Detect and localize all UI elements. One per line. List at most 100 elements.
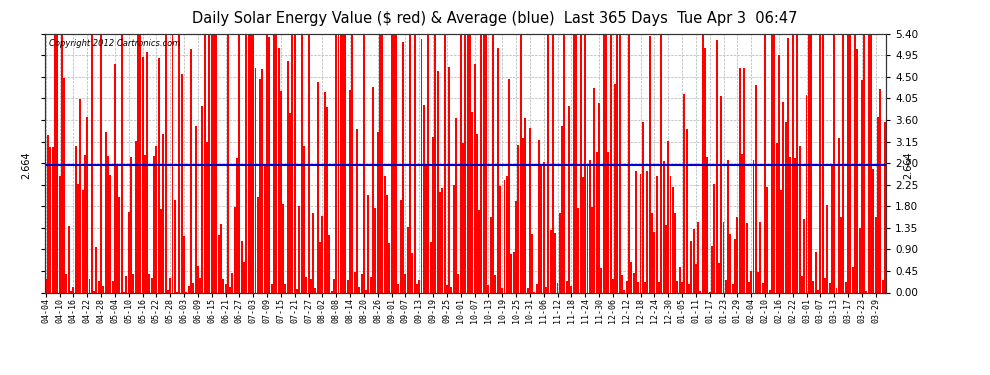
Bar — [541, 164, 543, 292]
Bar — [778, 56, 780, 292]
Bar — [157, 58, 159, 292]
Bar — [241, 241, 243, 292]
Bar — [308, 34, 310, 292]
Bar — [527, 288, 529, 292]
Bar — [126, 276, 128, 292]
Bar — [50, 147, 51, 292]
Bar — [799, 146, 801, 292]
Bar — [305, 277, 307, 292]
Bar — [549, 230, 551, 292]
Bar — [199, 278, 201, 292]
Bar — [197, 267, 199, 292]
Bar — [633, 273, 635, 292]
Bar — [679, 267, 681, 292]
Bar — [107, 156, 109, 292]
Bar — [651, 213, 653, 292]
Bar — [263, 164, 265, 292]
Bar — [796, 34, 798, 292]
Bar — [367, 195, 369, 292]
Bar — [513, 252, 515, 292]
Bar — [646, 171, 648, 292]
Bar — [785, 122, 787, 292]
Bar — [45, 279, 47, 292]
Bar — [142, 57, 144, 292]
Bar — [511, 254, 513, 292]
Bar — [515, 201, 517, 292]
Bar — [747, 282, 749, 292]
Bar — [457, 274, 459, 292]
Bar — [148, 274, 150, 292]
Bar — [596, 152, 598, 292]
Bar — [757, 272, 759, 292]
Bar — [404, 274, 406, 292]
Bar — [725, 280, 727, 292]
Bar — [270, 284, 272, 292]
Bar — [631, 262, 633, 292]
Bar — [56, 34, 58, 292]
Bar — [589, 160, 591, 292]
Bar — [552, 34, 553, 292]
Bar — [575, 34, 577, 292]
Bar — [759, 222, 761, 292]
Bar — [395, 34, 397, 292]
Bar — [319, 242, 321, 292]
Bar — [329, 236, 331, 292]
Bar — [390, 34, 392, 292]
Bar — [854, 34, 856, 292]
Bar — [815, 252, 817, 292]
Bar — [683, 94, 685, 292]
Bar — [522, 138, 524, 292]
Bar — [100, 34, 102, 292]
Bar — [782, 102, 784, 292]
Bar — [577, 208, 579, 292]
Bar — [813, 281, 815, 292]
Bar — [301, 34, 303, 292]
Bar — [425, 166, 427, 292]
Bar — [877, 117, 879, 292]
Bar — [572, 34, 574, 292]
Bar — [65, 274, 67, 292]
Bar — [202, 106, 204, 292]
Bar — [135, 141, 137, 292]
Bar — [739, 68, 741, 292]
Bar — [333, 279, 335, 292]
Bar — [374, 208, 376, 292]
Bar — [626, 280, 628, 292]
Bar — [51, 147, 53, 292]
Bar — [655, 176, 657, 292]
Bar — [273, 34, 275, 292]
Bar — [539, 140, 541, 292]
Bar — [556, 284, 558, 292]
Bar — [353, 272, 355, 292]
Bar — [167, 290, 169, 292]
Bar — [836, 288, 838, 292]
Bar — [624, 290, 626, 292]
Bar — [88, 279, 90, 292]
Bar — [343, 34, 345, 292]
Bar — [379, 34, 381, 292]
Bar — [178, 34, 180, 292]
Bar — [444, 34, 446, 292]
Bar — [266, 34, 268, 292]
Bar — [841, 216, 842, 292]
Bar — [437, 71, 439, 292]
Bar — [644, 282, 646, 292]
Bar — [480, 34, 482, 292]
Bar — [418, 280, 420, 292]
Bar — [112, 280, 114, 292]
Bar — [525, 118, 527, 292]
Bar — [789, 157, 791, 292]
Bar — [686, 129, 688, 292]
Bar — [133, 274, 135, 292]
Bar — [711, 246, 713, 292]
Bar — [232, 273, 234, 292]
Bar — [91, 34, 93, 292]
Bar — [570, 286, 572, 292]
Bar — [365, 290, 367, 292]
Text: Copyright 2012 Cartronics.com: Copyright 2012 Cartronics.com — [49, 39, 180, 48]
Bar — [315, 288, 317, 292]
Bar — [851, 267, 853, 292]
Bar — [492, 34, 494, 292]
Bar — [409, 34, 411, 292]
Bar — [277, 48, 279, 292]
